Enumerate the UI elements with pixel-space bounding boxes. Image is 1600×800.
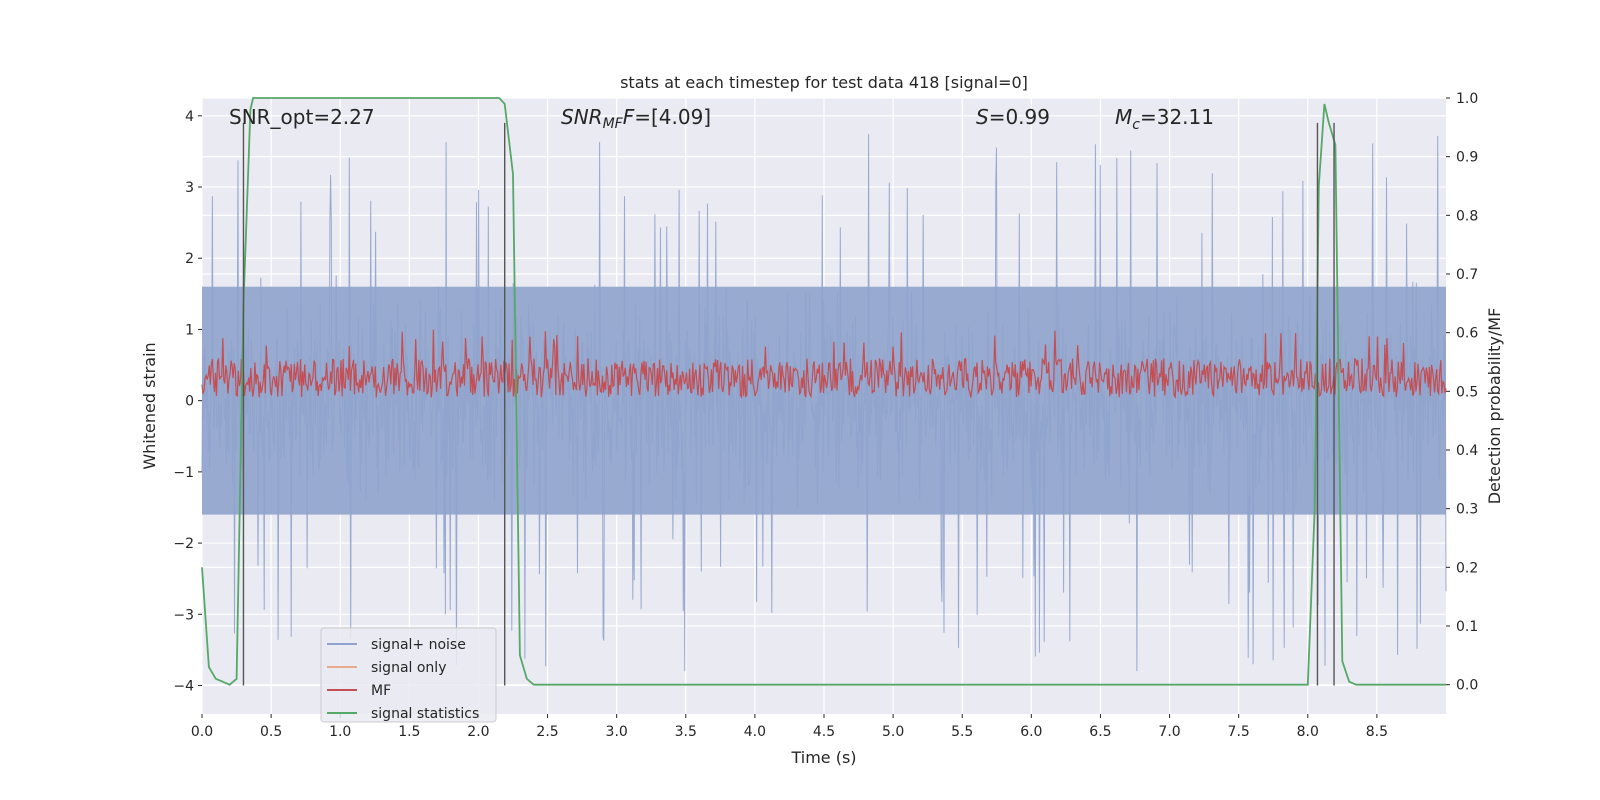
y-left-axis-ticks: −4 −3 −2 −1 0 1 2 3 4 (173, 109, 202, 695)
x-tick-label: 6.5 (1089, 724, 1111, 740)
x-tick-label: 5.5 (951, 724, 973, 740)
y-right-tick-label: 0.1 (1456, 619, 1478, 635)
noise-line (201, 134, 1447, 672)
signal-statistics-series (201, 97, 1446, 686)
y-right-axis-label: Detection probability/MF (1485, 308, 1504, 505)
x-tick-label: 1.0 (329, 724, 351, 740)
y-right-tick-label: 0.2 (1456, 560, 1478, 576)
x-tick-label: 3.0 (606, 724, 628, 740)
y-right-tick-label: 0.9 (1456, 150, 1478, 166)
x-tick-label: 8.5 (1366, 724, 1388, 740)
x-tick-label: 0.0 (191, 724, 213, 740)
x-tick-label: 2.0 (467, 724, 489, 740)
x-tick-label: 3.5 (675, 724, 697, 740)
signal-statistics-line (201, 97, 1446, 686)
x-tick-label: 2.5 (536, 724, 558, 740)
x-tick-label: 1.5 (398, 724, 420, 740)
annotation-snr-opt: SNR_opt=2.27 (229, 105, 375, 129)
y-right-tick-label: 0.0 (1456, 678, 1478, 694)
x-axis-label: Time (s) (790, 748, 856, 767)
legend: signal+ noise signal only MF signal statist… (320, 627, 497, 723)
y-left-tick-label: 2 (185, 251, 194, 267)
legend-label: MF (371, 683, 391, 699)
x-tick-label: 0.5 (260, 724, 282, 740)
x-tick-label: 4.5 (813, 724, 835, 740)
y-left-tick-label: −3 (173, 607, 194, 623)
y-right-tick-label: 0.5 (1456, 384, 1478, 400)
y-right-axis-ticks: 0.0 0.1 0.2 0.3 0.4 0.5 0.6 0.7 0.8 0.9 1.0 (1446, 91, 1478, 694)
y-right-tick-label: 0.8 (1456, 208, 1478, 224)
annotation-s: S=0.99 (976, 105, 1050, 129)
x-tick-label: 8.0 (1297, 724, 1319, 740)
y-left-tick-label: −4 (173, 679, 194, 695)
y-right-tick-label: 1.0 (1456, 91, 1478, 107)
legend-box (320, 627, 497, 723)
y-right-tick-label: 0.7 (1456, 267, 1478, 283)
vertical-markers (242, 122, 1335, 686)
annotation-mc: Mc=32.11 (1115, 105, 1214, 133)
y-left-tick-label: 3 (185, 180, 194, 196)
y-right-tick-label: 0.4 (1456, 443, 1478, 459)
legend-label: signal only (371, 660, 446, 676)
mf-line (201, 329, 1447, 399)
y-left-tick-label: −2 (173, 536, 194, 552)
mf-series (201, 329, 1447, 399)
x-tick-label: 7.5 (1228, 724, 1250, 740)
y-left-tick-label: 4 (185, 109, 194, 125)
chart-title: stats at each timestep for test data 418… (620, 73, 1028, 92)
x-tick-label: 5.0 (882, 724, 904, 740)
x-tick-label: 4.0 (744, 724, 766, 740)
legend-label: signal statistics (371, 706, 479, 722)
y-left-tick-label: −1 (173, 465, 194, 481)
y-right-tick-label: 0.6 (1456, 326, 1478, 342)
y-left-tick-label: 0 (185, 394, 194, 410)
y-left-axis-label: Whitened strain (140, 342, 159, 469)
legend-label: signal+ noise (371, 637, 466, 653)
x-axis-ticks: 0.0 0.5 1.0 1.5 2.0 2.5 3.0 3.5 4.0 4.5 5.0 5.5 6.0 6… (191, 714, 1388, 740)
y-left-tick-label: 1 (185, 322, 194, 338)
y-right-tick-label: 0.3 (1456, 502, 1478, 518)
x-tick-label: 6.0 (1020, 724, 1042, 740)
x-tick-label: 7.0 (1158, 724, 1180, 740)
annotation-snr-mf: SNRMFF=[4.09] (561, 105, 711, 132)
signal-noise-series (201, 134, 1447, 672)
